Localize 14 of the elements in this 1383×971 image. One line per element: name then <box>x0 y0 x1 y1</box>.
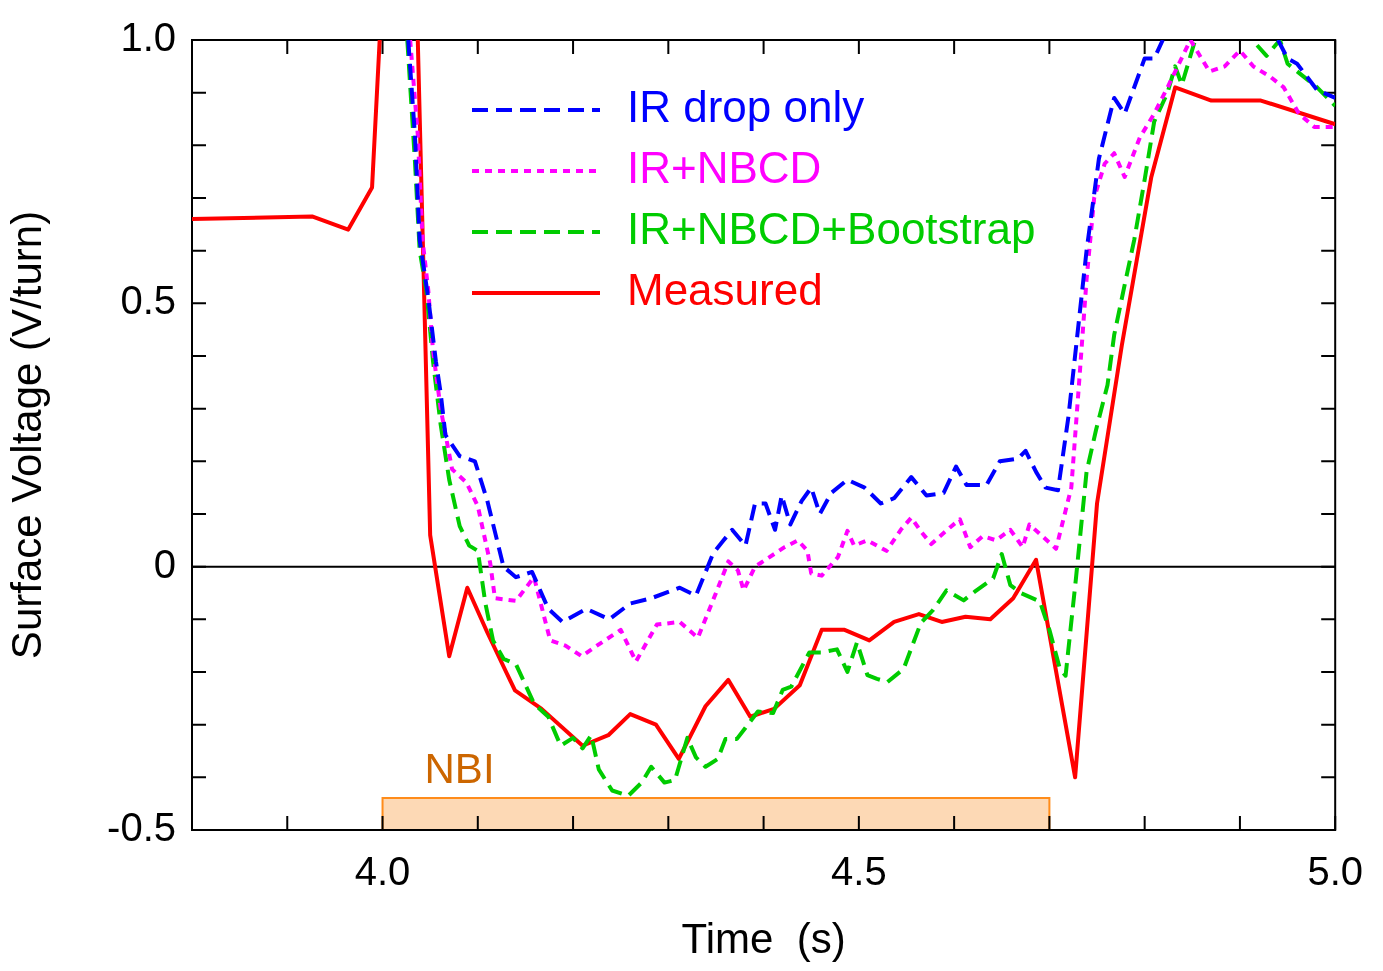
x-axis-title: Time (s) <box>681 915 846 963</box>
y-tick-label: 1.0 <box>120 15 176 60</box>
y-tick-label: -0.5 <box>107 805 176 850</box>
x-tick-label: 4.5 <box>831 849 887 894</box>
x-tick-label: 5.0 <box>1307 849 1363 894</box>
band-label: NBI <box>424 744 495 792</box>
legend-label: IR+NBCD <box>627 143 822 193</box>
x-tick-label: 4.0 <box>354 849 411 894</box>
legend-label: IR drop only <box>627 82 865 132</box>
legend-label: Measured <box>627 265 823 315</box>
y-tick-label: 0 <box>153 541 176 586</box>
y-tick-label: 0.5 <box>120 278 176 323</box>
y-axis-title: Surface Voltage (V/turn) <box>2 210 50 660</box>
legend-label: IR+NBCD+Bootstrap <box>627 204 1036 254</box>
